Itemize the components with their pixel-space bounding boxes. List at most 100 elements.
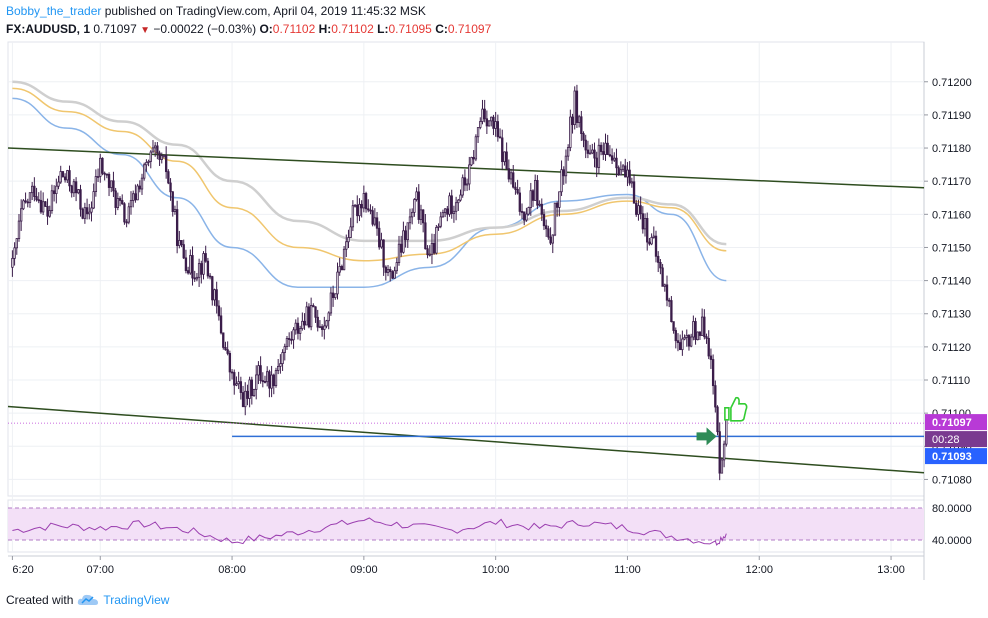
candle[interactable] [46,205,49,217]
candle[interactable] [167,171,170,184]
candle[interactable] [564,155,568,177]
candle[interactable] [189,255,192,274]
candle[interactable] [452,210,456,214]
candle[interactable] [569,116,572,148]
candle[interactable] [604,142,607,155]
candle[interactable] [175,209,179,246]
candle[interactable] [127,206,130,223]
candle[interactable] [443,208,447,214]
candle[interactable] [415,191,418,200]
candle[interactable] [389,269,392,273]
candle[interactable] [479,121,482,128]
candle[interactable] [580,116,583,134]
candle[interactable] [125,221,128,224]
candle[interactable] [318,326,322,329]
candle[interactable] [241,392,245,408]
candle[interactable] [584,139,587,151]
candle[interactable] [358,203,361,217]
candle[interactable] [92,191,95,209]
candle[interactable] [375,217,379,229]
candle[interactable] [132,193,135,201]
candle[interactable] [294,322,297,331]
candle[interactable] [121,200,124,205]
candle[interactable] [250,379,253,397]
candle[interactable] [608,154,612,157]
candle[interactable] [621,165,625,171]
candle[interactable] [472,156,475,160]
candle[interactable] [637,205,640,215]
candle[interactable] [586,149,590,154]
candle[interactable] [94,176,98,193]
candle[interactable] [384,266,387,273]
candle[interactable] [468,164,471,185]
candle[interactable] [610,155,614,161]
candle[interactable] [518,192,521,212]
candle[interactable] [151,147,155,153]
candle[interactable] [342,248,346,271]
candle[interactable] [99,157,102,177]
candle[interactable] [160,155,163,160]
candle[interactable] [577,116,581,123]
candle[interactable] [149,151,152,162]
candle[interactable] [648,241,651,245]
candle[interactable] [446,208,449,215]
candle[interactable] [129,200,133,208]
candle[interactable] [386,269,390,273]
candle[interactable] [211,276,214,301]
candle[interactable] [197,263,201,278]
candle[interactable] [694,321,697,341]
candle[interactable] [674,330,677,342]
candle[interactable] [555,202,559,208]
candle[interactable] [696,331,699,341]
candle[interactable] [481,108,484,122]
markers[interactable] [696,396,748,446]
candle[interactable] [371,210,374,225]
candle[interactable] [454,202,458,212]
candle[interactable] [676,340,680,343]
candle[interactable] [83,207,87,219]
candle[interactable] [413,199,416,213]
candle[interactable] [24,200,27,203]
thumbs-up-icon[interactable] [724,396,748,422]
candle[interactable] [665,284,669,301]
candle[interactable] [145,162,148,166]
candle[interactable] [382,239,385,268]
candle[interactable] [514,186,517,190]
candle[interactable] [200,263,203,275]
candle[interactable] [219,315,223,334]
candle[interactable] [134,193,137,201]
candle[interactable] [237,381,240,385]
candle[interactable] [79,189,82,210]
candle[interactable] [483,108,486,120]
candle[interactable] [397,243,401,263]
author-link[interactable]: Bobby_the_trader [6,4,102,18]
candle[interactable] [55,185,58,195]
candle[interactable] [393,270,396,279]
candle[interactable] [186,270,190,274]
candle[interactable] [626,169,629,178]
candle[interactable] [246,390,249,399]
candle[interactable] [635,202,638,215]
candle[interactable] [545,225,548,230]
candle[interactable] [72,181,76,194]
candle[interactable] [349,226,352,238]
candle[interactable] [534,180,537,201]
candles[interactable] [11,84,728,481]
candle[interactable] [63,176,67,181]
candle[interactable] [28,192,32,203]
candle[interactable] [13,247,16,259]
candle[interactable] [463,177,467,186]
candle[interactable] [417,191,420,220]
candle[interactable] [288,338,291,340]
candle[interactable] [334,293,337,298]
candle[interactable] [22,200,25,210]
candle[interactable] [566,147,570,157]
candle[interactable] [527,207,530,215]
candle[interactable] [235,383,238,386]
candle[interactable] [520,211,524,213]
candle[interactable] [158,152,161,160]
candle[interactable] [281,352,284,365]
candle[interactable] [681,338,684,351]
candle[interactable] [547,228,550,238]
candle[interactable] [314,306,317,318]
